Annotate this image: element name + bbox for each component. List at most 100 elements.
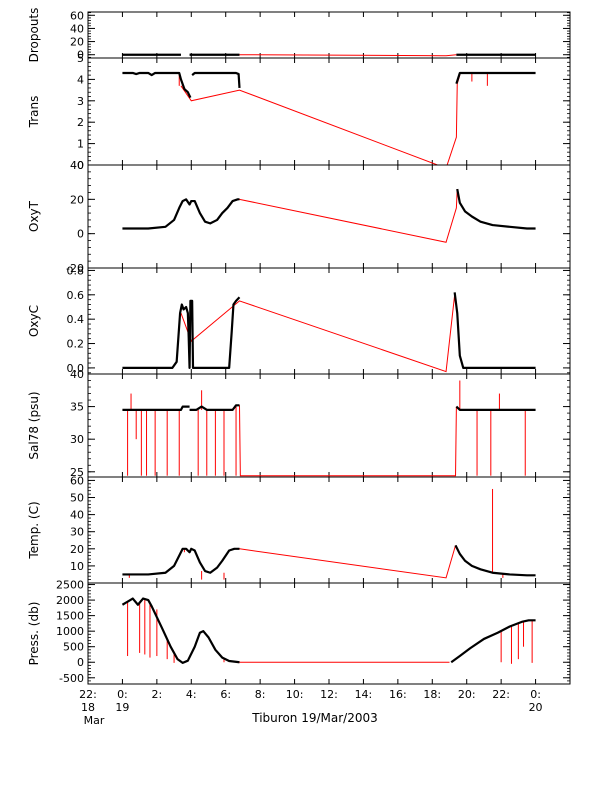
y-tick-label: 40 bbox=[70, 368, 84, 381]
y-tick-label: 20 bbox=[70, 36, 84, 49]
y-tick-label: 4 bbox=[77, 73, 84, 86]
x-tick-label-day: 18 bbox=[81, 701, 95, 714]
panel-frame bbox=[87, 267, 571, 375]
x-axis-title: Tiburon 19/Mar/2003 bbox=[251, 711, 377, 725]
panel-press: -500 0 500 1000 1500 2000 2500 Press. (db) bbox=[27, 579, 571, 685]
data-line bbox=[122, 198, 240, 230]
panel-oxyt: -20 0 20 40 OxyT bbox=[27, 159, 571, 275]
y-tick-label: 2000 bbox=[56, 594, 84, 607]
x-tick-label: 20: bbox=[458, 688, 476, 701]
data-line bbox=[121, 597, 240, 664]
y-tick-label: 0.4 bbox=[67, 313, 85, 326]
interp-line bbox=[180, 294, 456, 373]
data-line bbox=[455, 71, 536, 85]
data-line bbox=[454, 544, 536, 577]
y-tick-label: 1500 bbox=[56, 610, 84, 623]
x-tick-label: 22: bbox=[79, 688, 97, 701]
y-tick-label: 1 bbox=[77, 138, 84, 151]
y-tick-label: 0 bbox=[77, 159, 84, 172]
data-line bbox=[122, 405, 190, 411]
y-tick-label: -20 bbox=[66, 262, 84, 275]
data-line bbox=[189, 404, 240, 411]
panel-oxyc: 0.0 0.2 0.4 0.6 0.8 OxyC bbox=[27, 264, 571, 375]
y-tick-label: 3 bbox=[77, 95, 84, 108]
panel-sal78: 25 30 35 40 Sal78 (psu) bbox=[27, 368, 571, 479]
interp-line bbox=[239, 545, 457, 579]
y-axis-title: Trans bbox=[27, 96, 41, 129]
panel-temp: 10 20 30 40 50 60 Temp. (C) bbox=[27, 474, 571, 584]
x-tick-label: 0: bbox=[530, 688, 541, 701]
panel-trans: 0 1 2 3 4 5 Trans bbox=[27, 52, 571, 172]
y-tick-label: -500 bbox=[59, 672, 84, 685]
y-tick-label: 60 bbox=[70, 474, 84, 487]
data-line bbox=[191, 71, 241, 89]
y-axis-title: Temp. (C) bbox=[27, 501, 41, 559]
x-tick-label: 14: bbox=[355, 688, 373, 701]
series-group bbox=[122, 188, 536, 243]
y-tick-label: 50 bbox=[70, 492, 84, 505]
y-axis-title: OxyC bbox=[27, 305, 41, 337]
data-line bbox=[122, 296, 241, 370]
y-tick-label: 0.8 bbox=[67, 264, 85, 277]
series-group bbox=[122, 380, 536, 477]
y-tick-label: 40 bbox=[70, 22, 84, 35]
series-group bbox=[122, 71, 536, 165]
y-tick-label: 1000 bbox=[56, 625, 84, 638]
y-axis-title: OxyT bbox=[27, 200, 41, 232]
data-line bbox=[450, 619, 536, 664]
y-axis-title: Sal78 (psu) bbox=[27, 391, 41, 459]
data-line bbox=[456, 188, 536, 230]
x-tick-label: 0: bbox=[117, 688, 128, 701]
x-tick-label: 12: bbox=[320, 688, 338, 701]
interp-line bbox=[238, 405, 457, 477]
data-line bbox=[122, 71, 192, 99]
y-tick-label: 10 bbox=[70, 560, 84, 573]
x-tick-label-month: Mar bbox=[84, 714, 105, 727]
y-tick-label: 500 bbox=[63, 641, 84, 654]
y-tick-label: 60 bbox=[70, 9, 84, 22]
y-tick-label: 30 bbox=[70, 526, 84, 539]
series-group bbox=[122, 488, 536, 580]
y-tick-label: 20 bbox=[70, 543, 84, 556]
x-tick-label: 4: bbox=[186, 688, 197, 701]
y-tick-label: 20 bbox=[70, 193, 84, 206]
y-tick-label: 0.0 bbox=[67, 362, 85, 375]
y-tick-label: 2 bbox=[77, 116, 84, 129]
y-tick-label: 0 bbox=[77, 656, 84, 669]
panel-frame bbox=[87, 164, 571, 269]
series-group bbox=[122, 53, 536, 57]
x-tick-label: 8: bbox=[255, 688, 266, 701]
series-group bbox=[121, 597, 536, 664]
x-tick-label-day: 19 bbox=[115, 701, 129, 714]
interp-line bbox=[239, 54, 457, 57]
x-tick-label: 22: bbox=[492, 688, 510, 701]
interp-line bbox=[180, 74, 461, 165]
y-tick-label: 2500 bbox=[56, 579, 84, 592]
x-tick-label: 10: bbox=[286, 688, 304, 701]
y-tick-label: 25 bbox=[70, 466, 84, 479]
y-tick-label: 0.6 bbox=[67, 289, 85, 302]
interp-line bbox=[239, 189, 458, 243]
y-axis-title: Dropouts bbox=[27, 8, 41, 63]
y-tick-label: 5 bbox=[77, 52, 84, 65]
y-tick-label: 0.2 bbox=[67, 338, 85, 351]
x-tick-label-day: 20 bbox=[529, 701, 543, 714]
y-tick-label: 30 bbox=[70, 433, 84, 446]
series-group bbox=[122, 292, 536, 373]
y-tick-label: 40 bbox=[70, 159, 84, 172]
panel-frame bbox=[87, 476, 571, 584]
y-tick-label: 35 bbox=[70, 401, 84, 414]
data-line bbox=[122, 547, 240, 576]
x-tick-label: 6: bbox=[220, 688, 231, 701]
y-axis-title: Press. (db) bbox=[27, 602, 41, 666]
panel-frame bbox=[87, 373, 571, 478]
chart-panels: 0204060Dropouts012345Trans-2002040OxyT0.… bbox=[27, 8, 571, 685]
y-tick-label: 0 bbox=[77, 49, 84, 62]
data-line bbox=[453, 292, 536, 370]
x-tick-label: 18: bbox=[423, 688, 441, 701]
x-tick-label: 16: bbox=[389, 688, 407, 701]
data-line bbox=[455, 405, 536, 411]
x-tick-label: 2: bbox=[151, 688, 162, 701]
